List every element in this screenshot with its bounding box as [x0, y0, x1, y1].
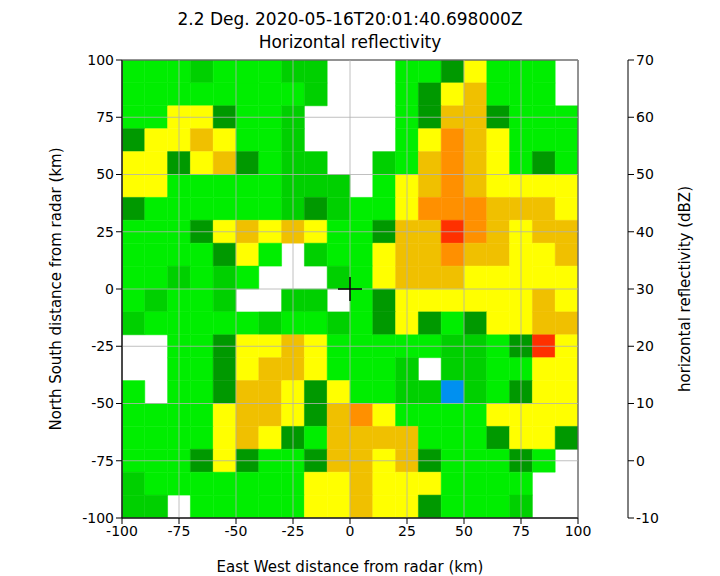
svg-text:0: 0: [346, 523, 355, 539]
svg-text:25: 25: [96, 224, 114, 240]
svg-text:75: 75: [512, 523, 530, 539]
svg-text:10: 10: [636, 395, 654, 411]
svg-text:-50: -50: [91, 395, 114, 411]
html-text:horizontal reflectivity (dBZ): horizontal reflectivity (dBZ): [676, 186, 694, 392]
svg-text:-75: -75: [168, 523, 191, 539]
svg-text:30: 30: [636, 281, 654, 297]
svg-text:100: 100: [565, 523, 592, 539]
svg-text:50: 50: [636, 166, 654, 182]
svg-text:25: 25: [398, 523, 416, 539]
html-text:2.2 Deg. 2020-05-16T20:01:40.6: 2.2 Deg. 2020-05-16T20:01:40.698000Z: [177, 9, 523, 29]
html-text:Horizontal reflectivity: Horizontal reflectivity: [258, 32, 442, 52]
svg-text:0: 0: [636, 453, 645, 469]
svg-text:40: 40: [636, 224, 654, 240]
html-text:North South distance from rada: North South distance from radar (km): [47, 147, 65, 431]
svg-text:100: 100: [87, 52, 114, 68]
svg-text:75: 75: [96, 109, 114, 125]
svg-text:60: 60: [636, 109, 654, 125]
svg-text:-100: -100: [106, 522, 138, 539]
svg-text:-50: -50: [225, 523, 248, 539]
svg-text:0: 0: [105, 281, 114, 297]
svg-text:50: 50: [96, 166, 114, 182]
svg-text:East West distance from radar: East West distance from radar (km): [217, 558, 484, 576]
svg-text:20: 20: [636, 338, 654, 354]
svg-text:50: 50: [455, 523, 473, 539]
svg-text:-10: -10: [636, 510, 659, 526]
svg-text:-75: -75: [91, 453, 114, 469]
svg-text:-25: -25: [282, 523, 305, 539]
svg-text:70: 70: [636, 52, 654, 68]
svg-text:-100: -100: [82, 510, 114, 526]
svg-text:-25: -25: [91, 338, 114, 354]
